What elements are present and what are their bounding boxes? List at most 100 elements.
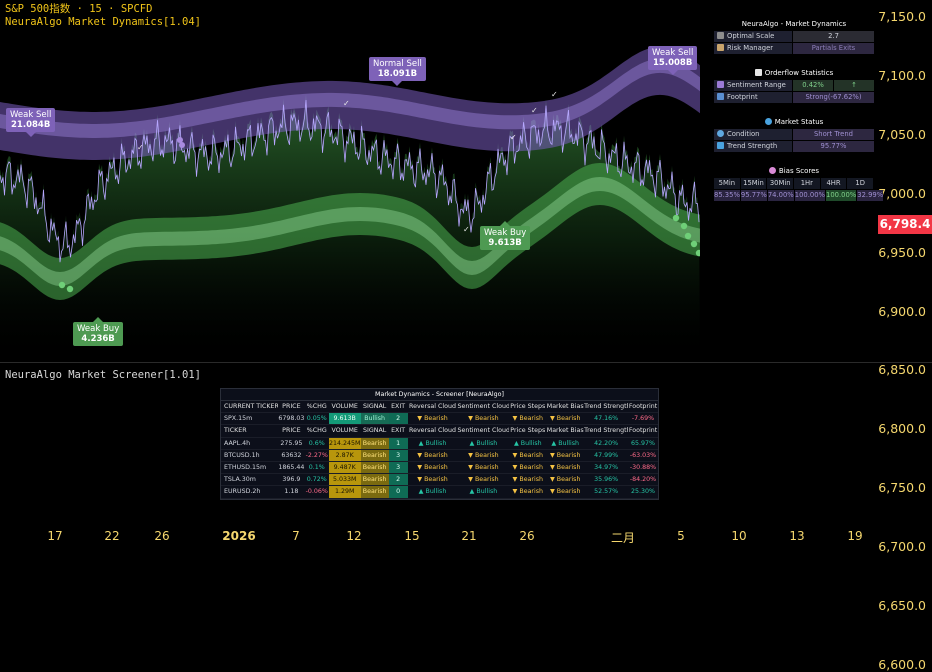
bias-values: 85.35% 95.77% 74.00% 100.00% 100.00% 32.… [714, 190, 884, 201]
strength-icon [717, 142, 724, 149]
table-cell: Bearish [360, 486, 389, 498]
table-cell: ▼ Bearish [417, 463, 448, 471]
orderflow-panel: Orderflow Statistics Sentiment Range 0.4… [714, 68, 874, 103]
table-cell: ▼ Bearish [512, 451, 544, 459]
table-cell: 1.29M [328, 486, 361, 498]
table-cell: PRICE [282, 403, 301, 410]
check-mark-icon: ✓ [531, 106, 538, 115]
table-cell: ▲ Bullish [418, 439, 447, 447]
bias-timeframes: 5Min 15Min 30Min 1Hr 4HR 1D [714, 178, 874, 189]
price-tick: 6,850.0 [878, 362, 926, 378]
screener-pane-title[interactable]: NeuraAlgo Market Screener[1.01] [5, 369, 201, 381]
table-cell: Market Bias [546, 403, 584, 410]
bias-tf-30min: 30Min [767, 178, 794, 189]
table-cell: %CHG [306, 427, 327, 435]
price-tick: 6,950.0 [878, 244, 926, 260]
current-price-tag: 6,798.4 [878, 215, 932, 234]
sell-cloud-band-inner [0, 58, 700, 138]
label-value: 18.091B [377, 69, 418, 79]
screener-title: Market Dynamics - Screener [NeuraAlgo] [221, 389, 658, 401]
bias-tf-1hr: 1Hr [794, 178, 820, 189]
table-cell: 1 [388, 437, 408, 449]
price-tick: 6,700.0 [878, 539, 926, 555]
table-cell: Sentiment Cloud [457, 427, 510, 435]
label-title: Weak Sell [10, 110, 52, 120]
brain-icon [717, 81, 724, 88]
table-row: BTCUSD.1h 63632 -2.27% 2.87K Bearish 3 ▼ Beari… [221, 449, 658, 462]
table-cell: 396.9 [282, 476, 301, 484]
table-cell: 0.72% [306, 476, 327, 484]
table-cell: 214.245M [328, 437, 361, 449]
table-cell: SIGNAL [363, 403, 387, 410]
table-cell: VOLUME [331, 427, 358, 435]
signal-marks: ✓ ✓ ✓ ✓ ✓ ✓ [58, 90, 700, 293]
table-cell: Bullish [360, 413, 389, 425]
sentiment-range-value: 0.42% [793, 80, 833, 91]
table-cell: Trend Strength [584, 427, 629, 435]
label-value: 15.008B [653, 58, 693, 68]
market-dynamics-panel: NeuraAlgo - Market Dynamics Optimal Scal… [714, 19, 874, 54]
label-value: 21.084B [11, 120, 51, 130]
time-tick: 26 [154, 529, 170, 543]
time-tick: 2026 [222, 529, 256, 543]
market-status-panel: Market Status Condition Short Trend Tren… [714, 117, 874, 152]
symbol-title[interactable]: S&P 500指数 · 15 · SPCFD [5, 3, 153, 15]
table-cell: 275.95 [280, 439, 303, 447]
table-cell: 65.97% [631, 439, 656, 447]
table-cell: SIGNAL [363, 427, 387, 435]
time-tick: 22 [104, 529, 120, 543]
price-chart-canvas[interactable]: ✓ ✓ ✓ ✓ ✓ ✓ [0, 0, 700, 362]
table-cell: 9.487K [328, 461, 361, 474]
table-cell: 0 [388, 486, 408, 498]
footprint-row: Footprint Strong(-67.62%) [714, 92, 874, 103]
table-cell: 3 [388, 461, 408, 474]
table-cell: 0.6% [308, 439, 325, 447]
check-mark-icon: ✓ [551, 90, 558, 99]
time-tick: 21 [461, 529, 477, 543]
label-title: Weak Sell [652, 48, 694, 58]
globe-icon [764, 118, 772, 125]
table-cell: Reversal Cloud [408, 403, 457, 410]
table-row: TSLA.30m 396.9 0.72% 5.033M Bearish 2 ▼ Bearis… [221, 474, 658, 487]
bias-tf-5min: 5Min [714, 178, 740, 189]
pane-divider[interactable] [0, 362, 932, 363]
bias-val-1d: 32.99% [857, 190, 884, 201]
price-tick: 6,600.0 [878, 656, 926, 672]
label-title: Weak Buy [77, 324, 120, 334]
table-cell: %CHG [306, 403, 327, 410]
table-cell: ▼ Bearish [549, 488, 581, 496]
table-cell: -30.88% [629, 463, 657, 471]
bias-val-30min: 74.00% [767, 190, 794, 201]
footprint-value: Strong(-67.62%) [793, 92, 874, 103]
time-tick: 12 [346, 529, 362, 543]
table-cell: Footprint [628, 403, 658, 410]
normal-sell-label: Normal Sell 18.091B [369, 57, 426, 86]
table-cell: VOLUME [331, 403, 358, 410]
table-cell: ▼ Bearish [549, 415, 581, 423]
weak-sell-label-right: Weak Sell 15.008B [648, 46, 698, 75]
label-title: Normal Sell [373, 59, 422, 69]
bias-val-4hr: 100.00% [826, 190, 857, 201]
sentiment-range-row: Sentiment Range 0.42% ↑ [714, 80, 874, 91]
risk-manager-value: Partials Exits [793, 43, 874, 54]
table-cell: 3 [388, 449, 408, 461]
buy-dot-marker [672, 214, 680, 222]
time-tick: 17 [47, 529, 63, 543]
weak-sell-label-left: Weak Sell 21.084B [6, 108, 56, 137]
time-tick: 7 [292, 529, 300, 543]
table-cell: -0.06% [305, 488, 328, 496]
time-tick: 13 [789, 529, 805, 543]
table-cell: ▼ Bearish [512, 463, 544, 471]
indicator-title[interactable]: NeuraAlgo Market Dynamics[1.04] [5, 16, 201, 28]
bias-tf-1d: 1D [847, 178, 874, 189]
gear-icon [717, 32, 724, 39]
table-cell: Footprint [628, 427, 658, 435]
table-cell: ▲ Bullish [469, 439, 498, 447]
buy-dot-marker [684, 232, 692, 240]
table-cell: 52.57% [594, 488, 619, 496]
bias-tf-15min: 15Min [740, 178, 767, 189]
table-row: AAPL.4h 275.95 0.6% 214.245M Bearish 1 ▲ Bulli… [221, 437, 658, 450]
buy-dot-marker [66, 285, 74, 293]
panel-title: Orderflow Statistics [764, 69, 834, 77]
